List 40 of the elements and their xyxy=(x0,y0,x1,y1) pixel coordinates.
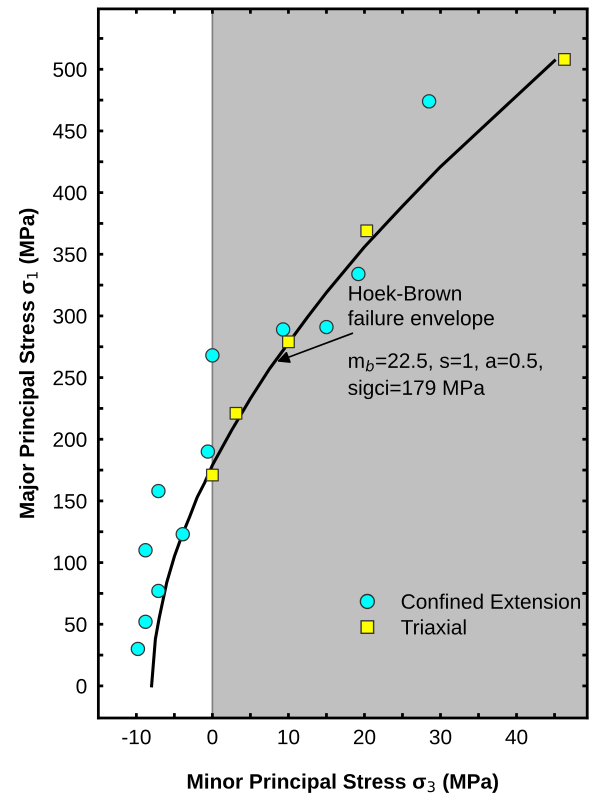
y-tick-label: 350 xyxy=(53,247,86,262)
point xyxy=(151,484,166,498)
legend-label: Confined Extension xyxy=(402,594,580,609)
point xyxy=(176,527,190,542)
y-tick-label: 250 xyxy=(54,370,86,386)
point xyxy=(206,468,219,482)
point xyxy=(151,584,166,598)
y-tick-label: 400 xyxy=(52,186,86,200)
point xyxy=(130,642,146,656)
y-tick-label: 0 xyxy=(76,678,86,694)
x-tick-label: 20 xyxy=(354,730,376,744)
x-tick-label: 10 xyxy=(278,730,300,744)
point xyxy=(319,320,334,334)
x-tick-label: 30 xyxy=(430,730,452,744)
point xyxy=(230,406,242,420)
point xyxy=(360,224,374,238)
point xyxy=(282,335,295,348)
x-tick-label: -10 xyxy=(122,730,151,744)
point xyxy=(558,52,571,66)
annotation: Hoek-Brown failure envelope xyxy=(348,285,494,330)
y-tick-label: 500 xyxy=(53,62,86,78)
x-tick-label: 40 xyxy=(505,730,528,744)
point xyxy=(276,322,290,337)
y-tick-label: 300 xyxy=(53,308,86,324)
y-tick-label: 100 xyxy=(54,556,86,570)
y-axis-title: Major Principal Stress σ$_{1}$ (MPa) xyxy=(19,208,38,518)
point xyxy=(422,94,436,109)
x-axis-title: Minor Principal Stress σ$_{3}$ (MPa) xyxy=(188,774,498,793)
annotation: m$_{b}$=22.5, s=1, a=0.5, sigci=179 MPa xyxy=(348,353,542,400)
point xyxy=(138,614,153,629)
y-tick-label: 150 xyxy=(54,494,86,509)
y-tick-label: 50 xyxy=(64,617,86,632)
y-tick-label: 200 xyxy=(54,432,86,448)
legend-label: Triaxial xyxy=(401,619,466,635)
point xyxy=(351,266,366,282)
point xyxy=(138,543,153,558)
y-tick-label: 450 xyxy=(52,124,86,139)
point xyxy=(205,348,220,363)
x-tick-label: 0 xyxy=(207,730,218,744)
point xyxy=(200,444,216,459)
